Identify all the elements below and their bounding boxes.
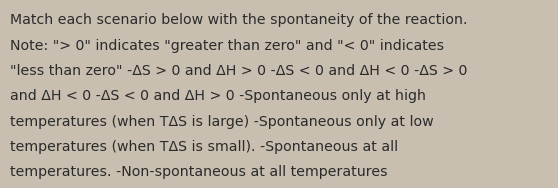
Text: Note: "> 0" indicates "greater than zero" and "< 0" indicates: Note: "> 0" indicates "greater than zero… (10, 39, 444, 52)
Text: and ΔH < 0 -ΔS < 0 and ΔH > 0 -Spontaneous only at high: and ΔH < 0 -ΔS < 0 and ΔH > 0 -Spontaneo… (10, 89, 426, 103)
Text: "less than zero" -ΔS > 0 and ΔH > 0 -ΔS < 0 and ΔH < 0 -ΔS > 0: "less than zero" -ΔS > 0 and ΔH > 0 -ΔS … (10, 64, 468, 78)
Text: temperatures. -Non-spontaneous at all temperatures: temperatures. -Non-spontaneous at all te… (10, 165, 388, 179)
Text: temperatures (when TΔS is large) -Spontaneous only at low: temperatures (when TΔS is large) -Sponta… (10, 115, 434, 129)
Text: Match each scenario below with the spontaneity of the reaction.: Match each scenario below with the spont… (10, 13, 468, 27)
Text: temperatures (when TΔS is small). -Spontaneous at all: temperatures (when TΔS is small). -Spont… (10, 140, 398, 154)
